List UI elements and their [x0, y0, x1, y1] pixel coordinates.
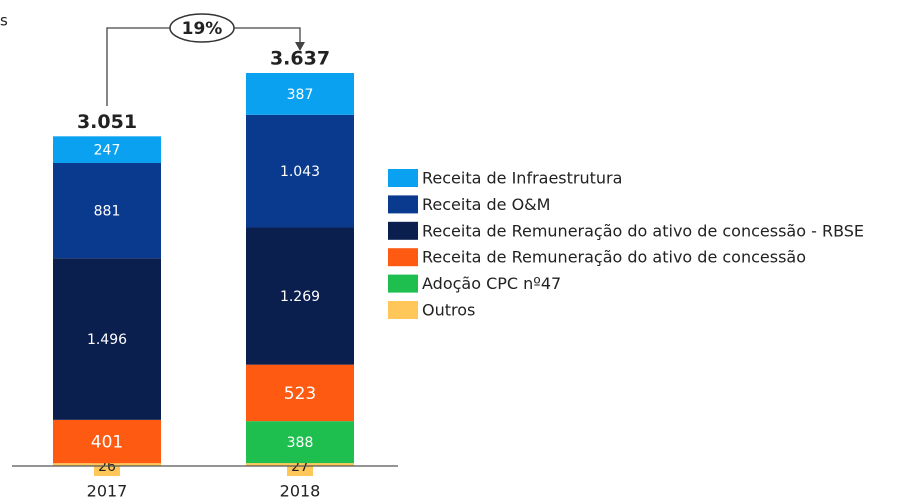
x-tick-label: 2017 — [87, 482, 128, 501]
legend-label: Receita de Remuneração do ativo de conce… — [422, 221, 864, 240]
legend-label: Receita de Infraestrutura — [422, 169, 622, 188]
legend-swatch — [388, 274, 418, 293]
bar-segment — [246, 114, 354, 228]
value-label: 388 — [287, 435, 314, 451]
total-label: 3.637 — [270, 48, 330, 70]
legend-swatch — [388, 301, 418, 319]
legend-label: Adoção CPC nº47 — [422, 274, 561, 293]
legend-swatch — [388, 195, 418, 214]
value-label: 523 — [284, 384, 316, 404]
legend-label: Receita de O&M — [422, 195, 550, 214]
bar-segment — [246, 364, 354, 422]
plot: 264011.4968812473.0512017273885231.2691.… — [53, 48, 864, 501]
value-label: 247 — [94, 143, 121, 159]
growth-arrow — [295, 42, 305, 51]
bar-segment — [53, 258, 161, 420]
legend-label: Receita de Remuneração do ativo de conce… — [422, 248, 806, 267]
growth-label: 19% — [182, 19, 223, 39]
value-label: 401 — [91, 433, 123, 453]
growth-bubble — [169, 13, 235, 43]
legend-swatch — [388, 248, 418, 267]
legend-swatch — [388, 169, 418, 187]
growth-connector — [106, 27, 301, 106]
bar-segment — [246, 227, 354, 365]
bar-segment — [53, 419, 161, 464]
bar-segment — [53, 136, 161, 164]
legend-label: Outros — [422, 301, 475, 320]
bar-segment — [246, 421, 354, 464]
value-label: 1.043 — [280, 164, 320, 180]
value-label: 1.496 — [87, 332, 127, 348]
value-label: 881 — [94, 204, 121, 220]
value-label: 1.269 — [280, 289, 320, 305]
value-label: 387 — [287, 87, 314, 103]
bar-segment — [246, 73, 354, 115]
bar-segment — [53, 163, 161, 259]
legend-swatch — [388, 221, 418, 240]
total-label: 3.051 — [77, 111, 137, 133]
x-tick-label: 2018 — [280, 482, 321, 501]
chart-title: s — [0, 12, 8, 30]
